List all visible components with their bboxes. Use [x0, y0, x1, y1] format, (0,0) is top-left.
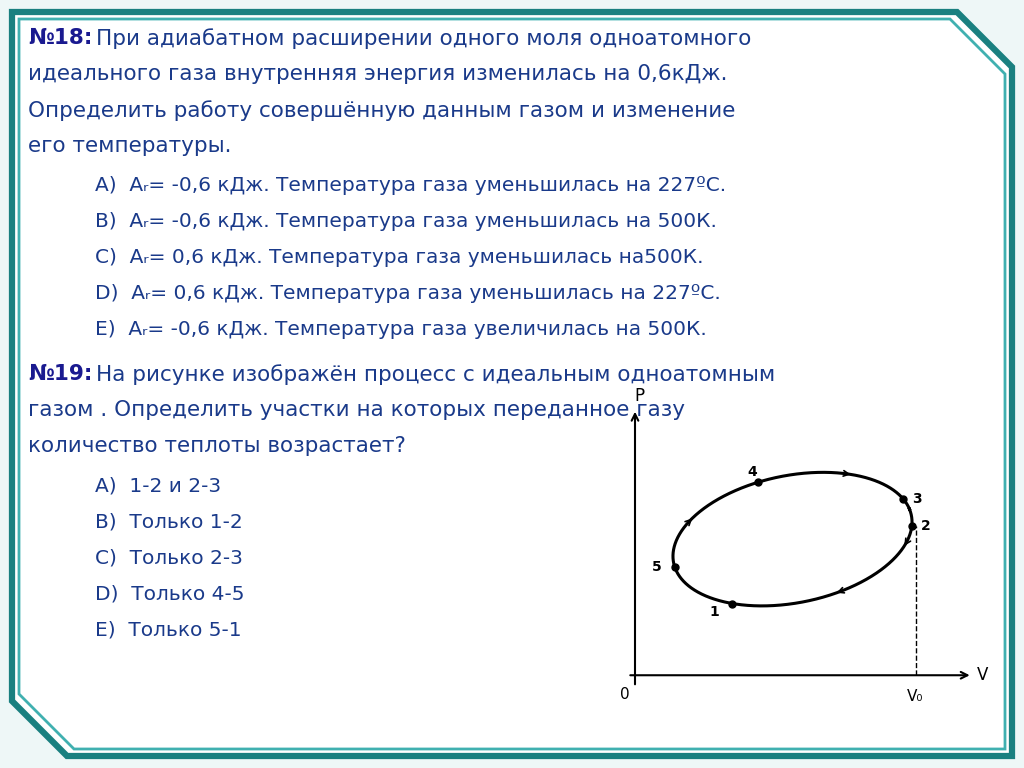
Text: идеального газа внутренняя энергия изменилась на 0,6кДж.: идеального газа внутренняя энергия измен… — [28, 64, 727, 84]
Text: 2: 2 — [921, 518, 930, 532]
Text: P: P — [635, 387, 644, 406]
Text: №19:: №19: — [28, 364, 92, 384]
Text: количество теплоты возрастает?: количество теплоты возрастает? — [28, 436, 406, 456]
Text: его температуры.: его температуры. — [28, 136, 231, 156]
Text: С)  Аᵣ= 0,6 кДж. Температура газа уменьшилась на500К.: С) Аᵣ= 0,6 кДж. Температура газа уменьши… — [95, 248, 703, 267]
Text: Определить работу совершённую данным газом и изменение: Определить работу совершённую данным газ… — [28, 100, 735, 121]
Text: На рисунке изображён процесс с идеальным одноатомным: На рисунке изображён процесс с идеальным… — [96, 364, 775, 385]
Text: При адиабатном расширении одного моля одноатомного: При адиабатном расширении одного моля од… — [96, 28, 752, 49]
Text: 0: 0 — [620, 687, 630, 702]
Text: 5: 5 — [652, 560, 662, 574]
Text: D)  Только 4-5: D) Только 4-5 — [95, 584, 245, 603]
Text: В)  Только 1-2: В) Только 1-2 — [95, 512, 243, 531]
Text: 1: 1 — [710, 605, 719, 619]
Text: 4: 4 — [746, 465, 757, 478]
Text: Е)  Только 5-1: Е) Только 5-1 — [95, 620, 242, 639]
Text: газом . Определить участки на которых переданное газу: газом . Определить участки на которых пе… — [28, 400, 685, 420]
Text: А)  1-2 и 2-3: А) 1-2 и 2-3 — [95, 476, 221, 495]
Text: А)  Аᵣ= -0,6 кДж. Температура газа уменьшилась на 227ºС.: А) Аᵣ= -0,6 кДж. Температура газа уменьш… — [95, 176, 726, 195]
Polygon shape — [12, 12, 1012, 756]
Text: №18:: №18: — [28, 28, 92, 48]
Text: С)  Только 2-3: С) Только 2-3 — [95, 548, 243, 567]
Text: V: V — [977, 667, 988, 684]
Text: V₀: V₀ — [907, 690, 924, 704]
Text: Е)  Аᵣ= -0,6 кДж. Температура газа увеличилась на 500К.: Е) Аᵣ= -0,6 кДж. Температура газа увелич… — [95, 320, 707, 339]
Text: В)  Аᵣ= -0,6 кДж. Температура газа уменьшилась на 500К.: В) Аᵣ= -0,6 кДж. Температура газа уменьш… — [95, 212, 717, 231]
Text: 3: 3 — [912, 492, 922, 506]
Text: D)  Аᵣ= 0,6 кДж. Температура газа уменьшилась на 227ºС.: D) Аᵣ= 0,6 кДж. Температура газа уменьши… — [95, 284, 721, 303]
